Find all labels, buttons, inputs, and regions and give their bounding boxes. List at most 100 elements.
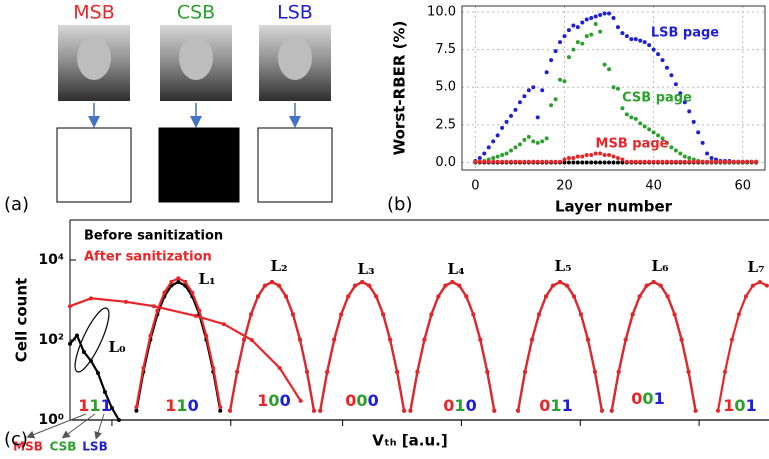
point — [615, 86, 620, 91]
point — [609, 408, 614, 413]
point — [495, 154, 500, 159]
point — [584, 152, 589, 157]
panel-label: (b) — [387, 194, 412, 215]
point — [367, 283, 372, 288]
point — [647, 127, 652, 132]
x-tick-label: 60 — [734, 179, 751, 194]
point — [478, 337, 483, 342]
point — [504, 151, 509, 156]
point — [360, 280, 365, 285]
level-label: L₃ — [357, 260, 374, 278]
point — [691, 119, 696, 124]
point — [477, 159, 482, 164]
level-label: L₁ — [198, 270, 215, 288]
point — [522, 137, 527, 142]
point — [669, 145, 674, 150]
point — [593, 160, 598, 165]
point — [485, 369, 490, 374]
state-bit: 1 — [454, 396, 465, 415]
point — [353, 283, 358, 288]
point — [722, 159, 727, 164]
state-label: 011 — [539, 396, 572, 415]
y-tick-label: 5.0 — [435, 80, 456, 95]
panel-c: 10⁰ 10² 10⁴ Before sanitization After saniti… — [4, 219, 769, 454]
point — [325, 369, 330, 374]
point — [311, 408, 316, 413]
point — [664, 140, 669, 145]
point — [745, 159, 750, 164]
level-label: L₅ — [554, 257, 571, 275]
point — [116, 418, 121, 422]
point — [722, 369, 727, 374]
point — [630, 312, 635, 317]
point — [535, 159, 540, 164]
point — [204, 333, 209, 338]
point — [593, 22, 598, 27]
y-axis-label: Cell count — [13, 278, 31, 362]
point — [193, 313, 198, 318]
x-axis-label: Layer number — [555, 198, 673, 216]
point — [491, 159, 496, 164]
point — [644, 283, 649, 288]
point — [658, 283, 663, 288]
point — [249, 338, 254, 342]
point — [495, 159, 500, 164]
state-bit: 0 — [368, 391, 379, 410]
state-bit: 1 — [723, 396, 734, 415]
point — [500, 152, 505, 157]
point — [629, 37, 634, 42]
point — [754, 159, 759, 164]
level-label: L₂ — [270, 257, 287, 275]
y-tick-label: 2.5 — [435, 117, 456, 132]
bit-name: MSB — [13, 440, 43, 454]
point — [457, 283, 462, 288]
point — [633, 159, 638, 164]
point — [740, 159, 745, 164]
point — [607, 11, 612, 16]
point — [381, 312, 386, 317]
state-bit: 1 — [746, 396, 757, 415]
point — [495, 133, 500, 138]
state-bit: 1 — [654, 389, 665, 408]
point — [562, 34, 567, 39]
point — [647, 43, 652, 48]
cell-block — [158, 127, 240, 203]
state-bit: 1 — [165, 396, 176, 415]
point — [522, 159, 527, 164]
point — [642, 159, 647, 164]
point — [531, 85, 536, 90]
point — [290, 312, 295, 317]
point — [580, 154, 585, 159]
point — [682, 159, 687, 164]
point — [109, 405, 114, 410]
y-tick-label: 10² — [38, 332, 64, 348]
point — [522, 94, 527, 99]
point — [544, 159, 549, 164]
legend-entry: After sanitization — [84, 250, 212, 265]
point — [450, 280, 455, 285]
point — [549, 58, 554, 63]
series-annotation: MSB page — [596, 137, 669, 152]
point — [318, 408, 323, 413]
point — [509, 148, 514, 153]
point — [513, 145, 518, 150]
point — [691, 159, 696, 164]
point — [687, 109, 692, 114]
point — [571, 23, 576, 28]
point — [642, 40, 647, 45]
point — [95, 370, 100, 375]
point — [598, 151, 603, 156]
l0-marker — [74, 307, 110, 373]
point — [509, 159, 514, 164]
series-annotation: LSB page — [651, 26, 719, 41]
point — [678, 151, 683, 156]
state-bit: 0 — [539, 396, 550, 415]
point — [624, 34, 629, 39]
point — [151, 304, 156, 309]
state-label: 000 — [345, 391, 378, 410]
level-label: L₀ — [108, 338, 126, 356]
point — [492, 408, 497, 413]
state-bit: 1 — [257, 391, 268, 410]
series-annotation: CSB page — [622, 91, 692, 106]
point — [553, 49, 558, 54]
